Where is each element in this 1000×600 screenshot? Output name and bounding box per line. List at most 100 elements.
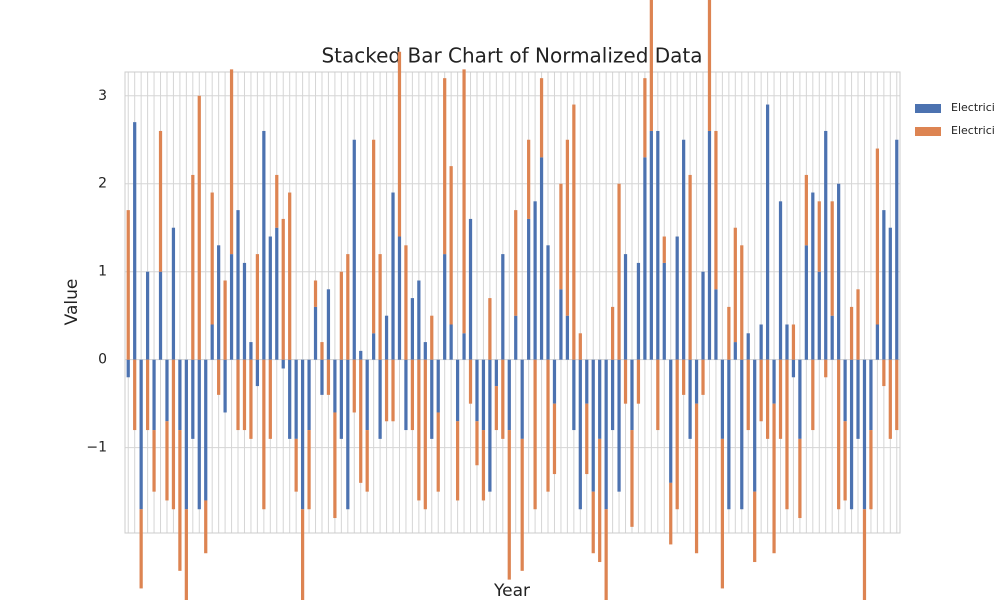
bar-segment	[313, 280, 318, 307]
bar-segment	[714, 130, 718, 290]
bar-segment	[139, 359, 143, 510]
bar-segment	[875, 324, 880, 360]
bar-segment	[507, 359, 511, 431]
bar-segment	[171, 359, 176, 510]
bar-segment	[546, 245, 550, 360]
bar-segment	[552, 359, 557, 404]
bar-segment	[565, 139, 570, 316]
bar-segment	[449, 166, 453, 325]
bar-segment	[139, 509, 143, 589]
bar-segment	[384, 359, 389, 422]
bar-segment	[533, 201, 537, 360]
bar-segment	[759, 359, 763, 422]
bar-segment	[824, 130, 828, 360]
bar-segment	[223, 280, 227, 360]
bar-segment	[249, 342, 253, 360]
bar-segment	[333, 359, 337, 413]
bar-segment	[359, 359, 363, 483]
bar-segment	[727, 306, 731, 360]
bar-segment	[701, 271, 705, 360]
bar-segment	[636, 262, 641, 360]
bar-segment	[378, 254, 382, 360]
bar-segment	[753, 359, 757, 492]
bar-segment	[281, 359, 285, 369]
bar-segment	[830, 315, 834, 360]
bar-segment	[720, 438, 725, 589]
bar-segment	[849, 306, 854, 360]
bar-segment	[585, 403, 589, 475]
bar-segment	[378, 359, 382, 439]
bar-segment	[210, 192, 214, 325]
bar-segment	[475, 421, 479, 466]
bar-segment	[656, 359, 660, 431]
bar-segment	[133, 122, 137, 360]
bar-segment	[682, 359, 686, 395]
bar-segment	[733, 342, 737, 360]
bar-segment	[830, 201, 834, 316]
bar-segment	[630, 430, 634, 527]
bar-segment	[281, 218, 285, 360]
bar-segment	[720, 359, 725, 439]
bar-segment	[397, 51, 402, 237]
bar-segment	[656, 130, 660, 360]
bar-segment	[229, 69, 234, 255]
bar-segment	[688, 359, 692, 439]
bar-segment	[449, 324, 453, 360]
bar-segment	[546, 359, 550, 492]
bar-segment	[397, 236, 402, 360]
bar-segment	[837, 183, 841, 360]
bar-segment	[662, 236, 666, 263]
bar-segment	[462, 69, 466, 334]
bar-segment	[785, 324, 789, 360]
bar-segment	[262, 130, 266, 360]
bar-segment	[798, 438, 802, 519]
bar-segment	[481, 359, 486, 431]
bar-segment	[843, 359, 847, 422]
bar-segment	[598, 359, 602, 439]
bar-segment	[410, 298, 415, 360]
bar-segment	[410, 359, 415, 431]
bar-segment	[798, 359, 802, 439]
bar-segment	[455, 421, 460, 501]
bar-segment	[249, 359, 253, 439]
bar-segment	[636, 359, 641, 404]
bar-segment	[455, 359, 460, 422]
bar-segment	[184, 359, 188, 510]
bar-segment	[430, 359, 434, 439]
bar-segment	[733, 227, 737, 343]
bar-segment	[242, 262, 247, 360]
bar-segment	[288, 359, 292, 439]
bar-segment	[494, 359, 498, 387]
bar-segment	[462, 333, 466, 360]
bar-segment	[158, 271, 163, 360]
bar-segment	[191, 359, 195, 439]
bar-segment	[856, 289, 860, 360]
bar-segment	[417, 280, 421, 360]
bar-segment	[520, 359, 524, 439]
y-tick-label: −1	[86, 440, 107, 456]
bar-segment	[204, 500, 208, 554]
bar-segment	[436, 412, 440, 492]
bar-segment	[481, 430, 486, 501]
y-tick-label: 1	[98, 264, 107, 280]
bar-segment	[520, 438, 524, 571]
bar-segment	[785, 359, 789, 510]
bar-segment	[727, 359, 731, 510]
bar-segment	[294, 438, 298, 492]
bar-segment	[152, 359, 156, 431]
bar-segment	[662, 262, 666, 360]
bar-segment	[262, 359, 266, 510]
bar-segment	[559, 183, 563, 290]
bar-segment	[811, 192, 815, 360]
bar-segment	[333, 412, 337, 519]
y-tick-label: 2	[98, 176, 107, 192]
bar-segment	[817, 201, 821, 272]
bar-segment	[714, 289, 718, 360]
bar-segment	[772, 359, 776, 404]
bar-segment	[300, 509, 305, 600]
bar-segment	[539, 78, 544, 158]
bar-segment	[895, 139, 899, 360]
x-axis-label: Year	[493, 581, 530, 600]
bar-segment	[236, 210, 240, 360]
plot-frame	[124, 71, 901, 534]
